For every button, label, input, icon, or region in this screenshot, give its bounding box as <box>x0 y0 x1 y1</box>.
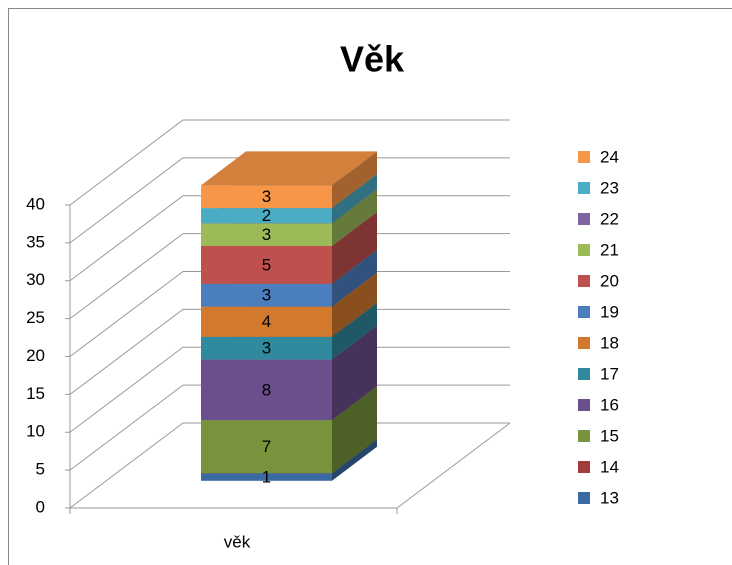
grid-line <box>69 271 510 357</box>
bar-segment <box>201 185 332 209</box>
legend-label: 24 <box>600 147 619 166</box>
legend-label: 14 <box>600 457 619 476</box>
legend-swatch <box>578 306 590 318</box>
legend-swatch <box>578 182 590 194</box>
legend-label: 17 <box>600 364 619 383</box>
legend-swatch <box>578 213 590 225</box>
data-label: 3 <box>262 187 271 206</box>
y-tick-label: 25 <box>26 308 45 327</box>
grid-line <box>69 346 510 433</box>
data-label: 3 <box>262 286 271 305</box>
bar-segment-side <box>332 386 377 474</box>
bar-segment <box>201 223 332 246</box>
legend-label: 22 <box>600 209 619 228</box>
y-tick-label: 35 <box>26 232 45 251</box>
legend-label: 20 <box>600 271 619 290</box>
legend-label: 23 <box>600 178 619 197</box>
legend-swatch <box>578 151 590 163</box>
x-tick-label: věk <box>224 532 251 551</box>
legend-label: 19 <box>600 302 619 321</box>
grid-line <box>69 308 510 395</box>
data-label: 7 <box>262 437 271 456</box>
grid-line <box>69 233 510 320</box>
data-label: 3 <box>262 225 271 244</box>
y-tick-label: 30 <box>26 270 45 289</box>
data-label: 1 <box>262 467 271 486</box>
bar-segment <box>201 306 332 337</box>
bar-segment-side <box>332 325 377 421</box>
bar-segment-side <box>332 249 377 307</box>
grid-line <box>69 422 510 509</box>
legend-label: 18 <box>600 333 619 352</box>
legend-swatch <box>578 275 590 287</box>
y-tick-label: 0 <box>36 497 45 516</box>
y-tick-label: 10 <box>26 422 45 441</box>
legend-label: 21 <box>600 240 619 259</box>
bar-segment-side <box>332 174 377 224</box>
bar-segment-side <box>332 211 377 284</box>
legend-swatch <box>578 244 590 256</box>
bar-segment-side <box>332 272 377 337</box>
legend-label: 13 <box>600 488 619 507</box>
legend-swatch <box>578 461 590 473</box>
legend-swatch <box>578 368 590 380</box>
grid-line <box>69 384 510 471</box>
bar-segment-side <box>332 189 377 246</box>
legend-swatch <box>578 337 590 349</box>
data-label: 2 <box>262 206 271 225</box>
legend-swatch <box>578 399 590 411</box>
data-label: 5 <box>262 255 271 274</box>
y-tick-label: 5 <box>36 460 45 479</box>
chart-title: Věk <box>340 39 405 80</box>
legend-label: 16 <box>600 395 619 414</box>
grid-line <box>69 119 510 206</box>
data-label: 4 <box>262 312 271 331</box>
bar-segment-side <box>332 302 377 360</box>
bar-segment <box>201 336 332 360</box>
bar-segment-side <box>332 439 377 481</box>
data-label: 3 <box>262 339 271 358</box>
legend-swatch <box>578 430 590 442</box>
bar-segment-side <box>332 151 377 209</box>
grid-line <box>69 157 510 244</box>
legend-swatch <box>578 492 590 504</box>
bar-segment <box>201 283 332 307</box>
bar-segment <box>201 420 332 474</box>
data-label: 8 <box>262 380 271 399</box>
bar-segment <box>201 245 332 284</box>
bar-segment <box>201 359 332 421</box>
legend-label: 15 <box>600 426 619 445</box>
bar-segment-top <box>201 151 377 186</box>
bar-segment <box>201 208 332 224</box>
grid-line <box>69 195 510 282</box>
y-tick-label: 15 <box>26 384 45 403</box>
y-tick-label: 20 <box>26 346 45 365</box>
y-tick-label: 40 <box>26 194 45 213</box>
bar-segment <box>201 473 332 481</box>
